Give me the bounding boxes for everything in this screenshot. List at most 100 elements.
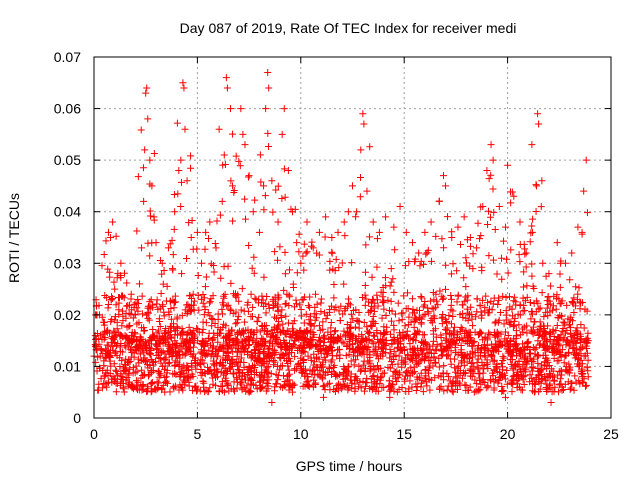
data-point — [198, 329, 206, 337]
data-point — [224, 262, 232, 270]
data-point — [297, 305, 305, 313]
data-point — [303, 338, 311, 346]
data-point — [102, 369, 110, 377]
data-point — [209, 292, 217, 300]
data-point — [526, 371, 534, 379]
data-point — [421, 311, 429, 319]
data-point — [179, 329, 187, 337]
data-point — [328, 234, 336, 241]
data-point — [373, 263, 381, 271]
data-point — [427, 218, 435, 226]
data-point — [261, 369, 269, 377]
data-point — [142, 89, 150, 97]
data-point — [504, 349, 512, 357]
data-point — [111, 285, 119, 293]
data-point — [438, 235, 446, 243]
data-point — [281, 193, 289, 201]
data-point — [125, 337, 133, 345]
data-point — [160, 356, 168, 364]
data-point — [220, 347, 228, 355]
data-point — [573, 324, 581, 332]
data-point — [302, 334, 310, 342]
data-point — [192, 365, 200, 373]
data-point — [334, 228, 342, 236]
data-point — [335, 264, 343, 272]
data-point — [394, 299, 402, 307]
data-point — [361, 301, 369, 309]
data-point — [204, 363, 212, 371]
data-point — [548, 348, 556, 356]
data-point — [478, 263, 486, 271]
data-point — [194, 359, 202, 367]
y-tick-label: 0.07 — [54, 49, 81, 65]
data-point — [490, 208, 498, 216]
data-point — [417, 292, 425, 300]
data-point — [527, 229, 535, 237]
data-point — [527, 315, 535, 323]
data-point — [186, 336, 194, 344]
data-point — [515, 357, 523, 365]
data-point — [231, 290, 239, 298]
data-point — [118, 357, 126, 365]
data-point — [275, 366, 283, 374]
data-point — [92, 335, 100, 343]
data-point — [463, 296, 471, 304]
data-point — [262, 309, 270, 317]
data-point — [370, 318, 378, 326]
data-point — [248, 353, 256, 361]
data-point — [281, 300, 289, 308]
data-point — [319, 325, 327, 333]
data-point — [497, 330, 505, 338]
data-point — [309, 244, 317, 252]
y-tick-label: 0.05 — [54, 152, 81, 168]
data-point — [508, 305, 516, 313]
data-point — [110, 360, 118, 368]
data-point — [178, 381, 186, 389]
data-point — [435, 197, 443, 205]
data-point — [355, 362, 363, 370]
data-point — [245, 241, 253, 249]
data-point — [264, 351, 272, 359]
data-point — [253, 335, 261, 343]
data-point — [177, 329, 185, 337]
data-point — [447, 301, 455, 309]
data-point — [274, 295, 282, 303]
data-point — [438, 340, 446, 348]
data-point — [471, 376, 479, 384]
data-point — [359, 293, 367, 301]
data-point — [503, 366, 511, 374]
data-point — [145, 372, 153, 380]
data-point — [569, 299, 577, 307]
data-point — [406, 334, 414, 342]
data-point — [409, 346, 417, 354]
data-point — [427, 297, 435, 305]
data-point — [309, 328, 317, 336]
data-point — [275, 340, 283, 348]
data-point — [260, 273, 268, 281]
data-point — [144, 239, 152, 247]
data-point — [117, 259, 125, 267]
data-point — [476, 370, 484, 378]
data-point — [199, 318, 207, 326]
data-point — [92, 358, 100, 366]
data-point — [528, 364, 536, 372]
data-point — [315, 228, 323, 236]
data-point — [109, 335, 117, 343]
data-point — [189, 245, 197, 253]
data-point — [233, 358, 241, 366]
data-point — [574, 223, 582, 231]
data-point — [574, 290, 582, 298]
data-point — [244, 326, 252, 334]
data-point — [339, 310, 347, 318]
data-point — [176, 348, 184, 356]
data-point — [370, 331, 378, 339]
data-point — [112, 388, 120, 396]
data-point — [125, 322, 133, 330]
data-point — [493, 270, 501, 278]
data-point — [313, 341, 321, 349]
data-point — [169, 296, 177, 304]
data-point — [556, 311, 564, 319]
data-point — [398, 309, 406, 317]
data-point — [113, 371, 121, 379]
data-point — [514, 380, 522, 388]
